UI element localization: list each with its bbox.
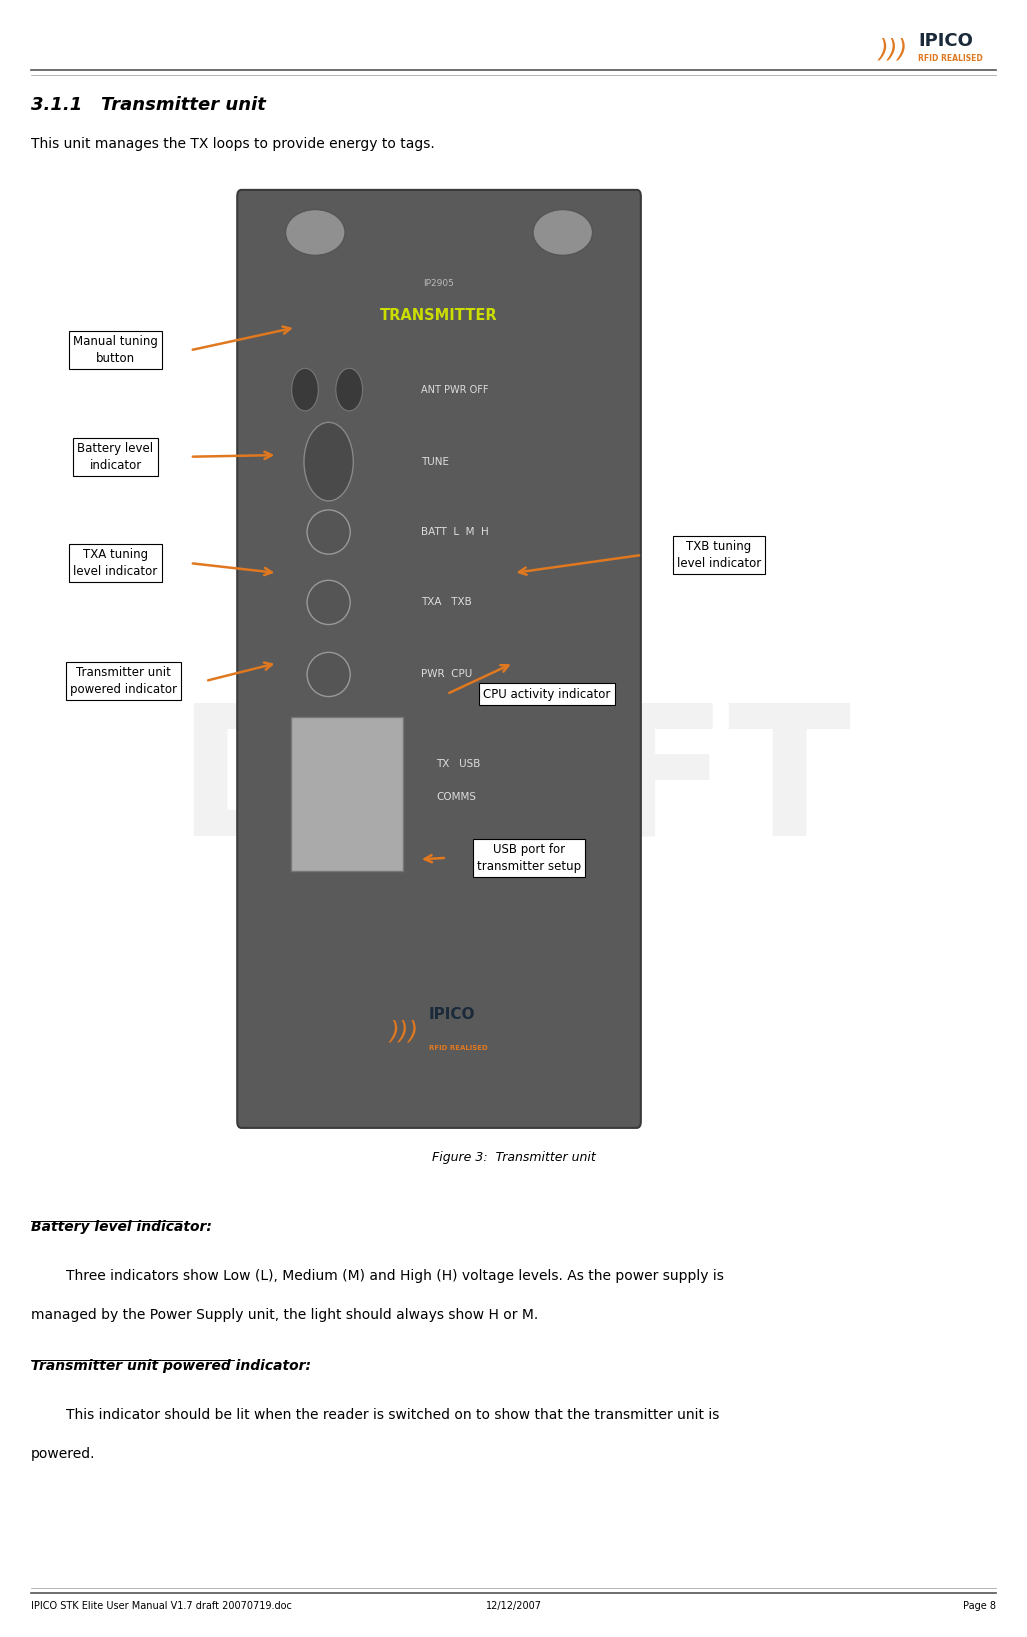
Text: TXA tuning
level indicator: TXA tuning level indicator	[73, 548, 158, 578]
Text: IPICO: IPICO	[918, 33, 973, 49]
Text: 3.1.1   Transmitter unit: 3.1.1 Transmitter unit	[31, 97, 266, 113]
Circle shape	[336, 368, 363, 411]
Text: ))): )))	[878, 38, 907, 62]
Circle shape	[304, 422, 353, 501]
Text: TXB tuning
level indicator: TXB tuning level indicator	[677, 540, 761, 570]
Ellipse shape	[307, 653, 350, 697]
Text: Transmitter unit powered indicator:: Transmitter unit powered indicator:	[31, 1359, 311, 1373]
Text: Battery level
indicator: Battery level indicator	[77, 442, 154, 471]
Text: TX   USB: TX USB	[436, 760, 481, 769]
Ellipse shape	[286, 210, 345, 255]
Text: Three indicators show Low (L), Medium (M) and High (H) voltage levels. As the po: Three indicators show Low (L), Medium (M…	[31, 1269, 724, 1283]
FancyBboxPatch shape	[237, 190, 641, 1128]
Text: RFID REALISED: RFID REALISED	[918, 54, 983, 64]
Text: Page 8: Page 8	[963, 1601, 996, 1611]
Text: PWR  CPU: PWR CPU	[421, 670, 472, 679]
Text: This indicator should be lit when the reader is switched on to show that the tra: This indicator should be lit when the re…	[31, 1408, 719, 1423]
FancyBboxPatch shape	[291, 717, 403, 871]
Text: RFID REALISED: RFID REALISED	[429, 1044, 488, 1051]
Ellipse shape	[307, 581, 350, 625]
Circle shape	[292, 368, 318, 411]
Text: This unit manages the TX loops to provide energy to tags.: This unit manages the TX loops to provid…	[31, 138, 434, 151]
Text: managed by the Power Supply unit, the light should always show H or M.: managed by the Power Supply unit, the li…	[31, 1308, 538, 1323]
Text: COMMS: COMMS	[436, 792, 477, 802]
Ellipse shape	[533, 210, 593, 255]
Text: Manual tuning
button: Manual tuning button	[73, 336, 158, 365]
Text: 12/12/2007: 12/12/2007	[486, 1601, 541, 1611]
Text: USB port for
transmitter setup: USB port for transmitter setup	[477, 843, 581, 873]
Text: TUNE: TUNE	[421, 457, 449, 467]
Text: Transmitter unit
powered indicator: Transmitter unit powered indicator	[70, 666, 177, 696]
Text: powered.: powered.	[31, 1447, 96, 1462]
Text: IPICO: IPICO	[429, 1007, 476, 1023]
Text: DRAFT: DRAFT	[176, 697, 851, 874]
Text: Figure 3:  Transmitter unit: Figure 3: Transmitter unit	[431, 1151, 596, 1164]
Text: Battery level indicator:: Battery level indicator:	[31, 1220, 212, 1234]
Text: IP2905: IP2905	[423, 278, 455, 288]
Text: CPU activity indicator: CPU activity indicator	[483, 688, 611, 701]
Ellipse shape	[307, 511, 350, 553]
Text: TRANSMITTER: TRANSMITTER	[380, 308, 498, 324]
Text: IPICO STK Elite User Manual V1.7 draft 20070719.doc: IPICO STK Elite User Manual V1.7 draft 2…	[31, 1601, 292, 1611]
Text: TXA   TXB: TXA TXB	[421, 598, 471, 607]
Text: ANT PWR OFF: ANT PWR OFF	[421, 385, 489, 395]
Text: ))): )))	[389, 1020, 419, 1043]
Text: BATT  L  M  H: BATT L M H	[421, 527, 489, 537]
